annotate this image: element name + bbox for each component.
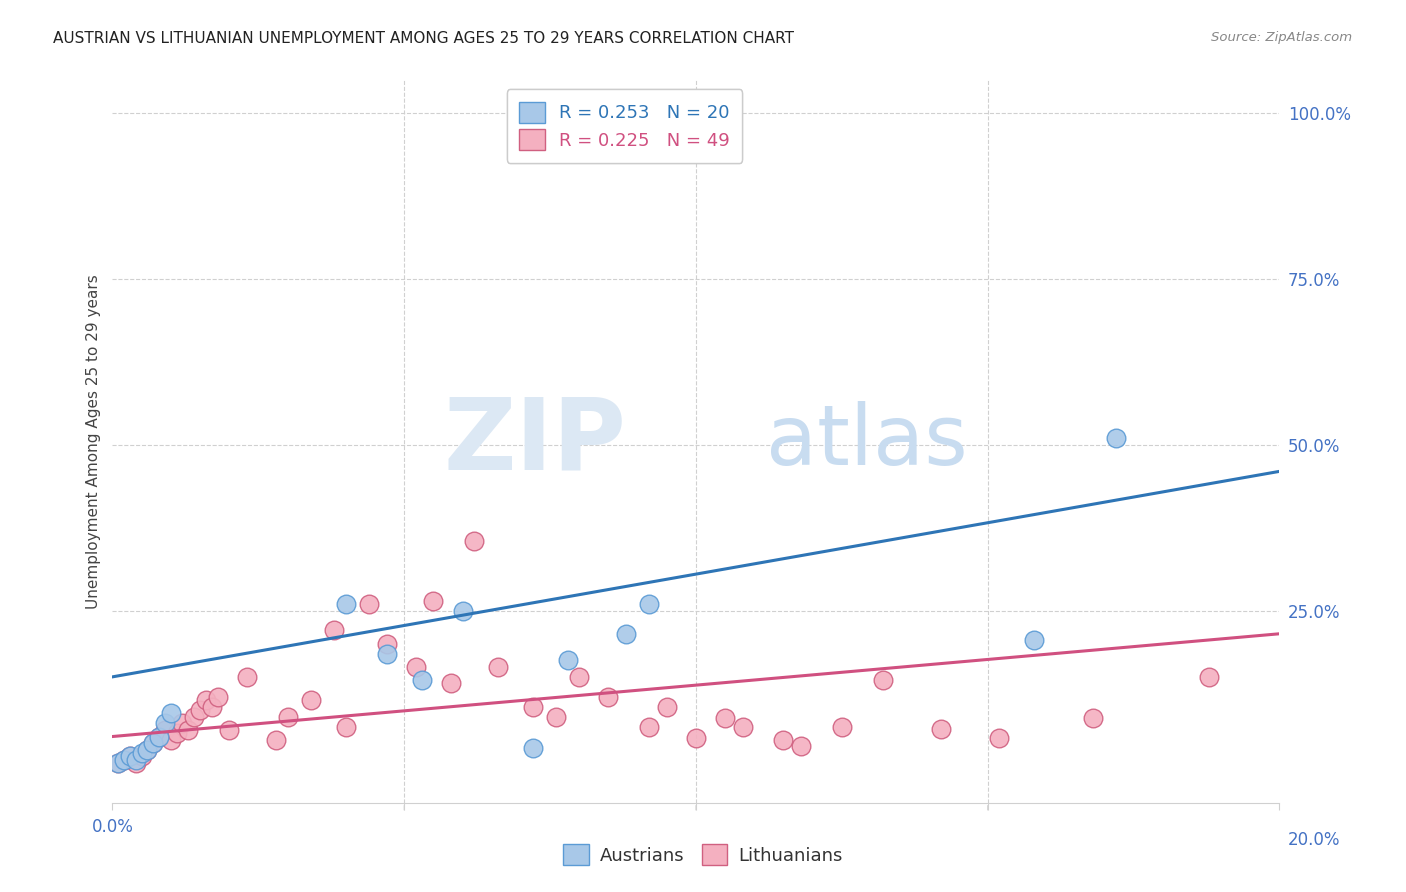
Point [685, 731, 707, 745]
Point [125, 756, 148, 770]
Point [598, 690, 620, 704]
Point [929, 722, 952, 736]
Point [299, 693, 322, 707]
Point [112, 753, 135, 767]
Point [405, 660, 427, 674]
Point [207, 690, 229, 704]
Point [335, 597, 357, 611]
Y-axis label: Unemployment Among Ages 25 to 29 years: Unemployment Among Ages 25 to 29 years [86, 274, 101, 609]
Point [131, 749, 153, 764]
Point [463, 533, 485, 548]
Point [522, 741, 544, 756]
Point [638, 720, 661, 734]
Point [731, 720, 754, 734]
Point [177, 723, 200, 737]
Point [148, 730, 170, 744]
Point [872, 673, 894, 688]
Point [160, 732, 183, 747]
Point [988, 731, 1011, 745]
Point [112, 753, 135, 767]
Point [148, 730, 170, 744]
Legend: Austrians, Lithuanians: Austrians, Lithuanians [554, 835, 852, 874]
Point [411, 673, 433, 688]
Point [172, 716, 194, 731]
Point [188, 703, 211, 717]
Point [440, 676, 463, 690]
Point [422, 593, 444, 607]
Point [522, 699, 544, 714]
Point [107, 756, 129, 770]
Legend: R = 0.253   N = 20, R = 0.225   N = 49: R = 0.253 N = 20, R = 0.225 N = 49 [506, 89, 742, 162]
Point [1024, 633, 1046, 648]
Point [831, 720, 853, 734]
Point [375, 647, 398, 661]
Point [276, 709, 298, 723]
Point [714, 711, 737, 725]
Point [235, 670, 257, 684]
Point [486, 660, 509, 674]
Point [772, 732, 794, 747]
Point [131, 746, 153, 760]
Point [118, 749, 141, 764]
Point [125, 753, 148, 767]
Point [1198, 670, 1220, 684]
Point [201, 699, 224, 714]
Point [142, 736, 165, 750]
Point [568, 670, 591, 684]
Text: 20.0%: 20.0% [1288, 830, 1340, 848]
Point [142, 736, 165, 750]
Text: AUSTRIAN VS LITHUANIAN UNEMPLOYMENT AMONG AGES 25 TO 29 YEARS CORRELATION CHART: AUSTRIAN VS LITHUANIAN UNEMPLOYMENT AMON… [53, 31, 794, 46]
Point [375, 637, 398, 651]
Point [655, 699, 678, 714]
Point [359, 597, 381, 611]
Point [638, 597, 661, 611]
Point [160, 706, 183, 721]
Point [107, 756, 129, 770]
Point [183, 709, 205, 723]
Point [194, 693, 217, 707]
Point [557, 653, 579, 667]
Point [264, 732, 287, 747]
Point [153, 716, 176, 731]
Point [544, 709, 567, 723]
Text: atlas: atlas [766, 401, 967, 482]
Point [136, 743, 159, 757]
Text: Source: ZipAtlas.com: Source: ZipAtlas.com [1212, 31, 1353, 45]
Text: ZIP: ZIP [443, 393, 626, 490]
Point [451, 603, 474, 617]
Point [335, 720, 357, 734]
Point [614, 627, 637, 641]
Point [323, 624, 346, 638]
Point [153, 723, 176, 737]
Point [1105, 431, 1128, 445]
Point [118, 749, 141, 764]
Point [218, 723, 240, 737]
Point [1081, 711, 1104, 725]
Point [136, 743, 159, 757]
Point [790, 739, 813, 754]
Point [166, 726, 188, 740]
